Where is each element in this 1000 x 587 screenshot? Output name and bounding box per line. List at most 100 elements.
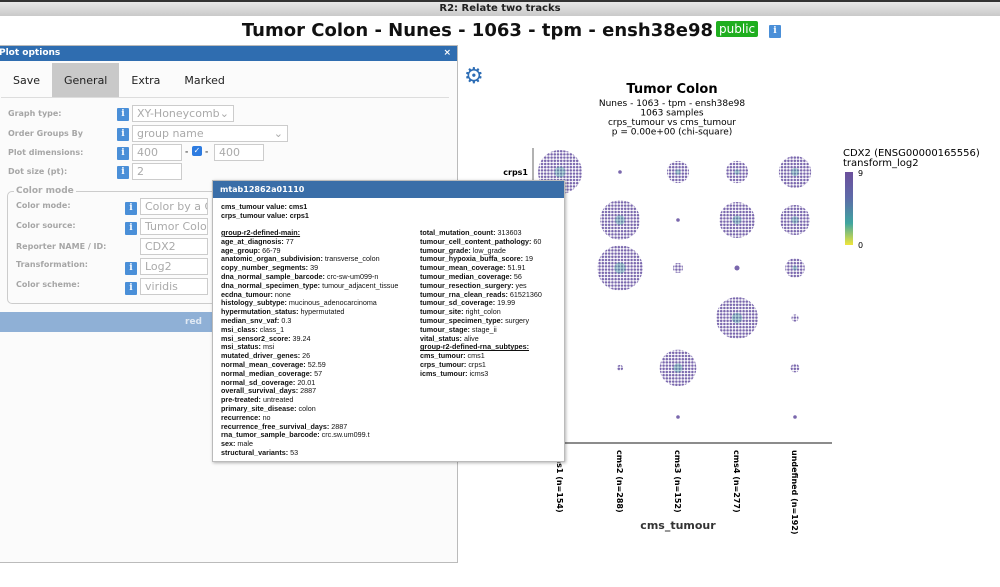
honeycomb-cell[interactable] [778,155,812,189]
y-tick-label: crps1 [503,168,528,177]
honeycomb-center [615,215,625,225]
field-key: copy_number_segments: [221,263,309,273]
honeycomb-center [675,169,681,175]
graph-type-select[interactable]: XY-Honeycomb ⌄ [132,105,234,122]
info-icon[interactable]: i [117,147,129,160]
chart-subtitle: crps_tumour vs cms_tumour [608,118,736,128]
transformation-select[interactable]: Log2 [140,258,208,275]
field-key: crps_tumour: [420,359,467,369]
info-icon[interactable]: i [125,282,137,295]
color-source-select[interactable]: Tumor Colon - [140,218,208,235]
tab-save[interactable]: Save [13,74,41,87]
tooltip-left-column: group-r2-defined-main: age_at_diagnosis: … [221,228,399,458]
tooltip-field: ecdna_tumour: none [221,290,398,300]
chart-title: Tumor Colon [626,82,717,97]
field-value: 61521360 [509,289,542,299]
tab-general[interactable]: General [52,63,120,97]
plot-height-input[interactable] [214,144,264,161]
field-key: tumour_sd_coverage: [420,298,496,308]
info-icon[interactable]: i [117,128,129,141]
field-key: tumour_grade: [420,245,471,255]
honeycomb-cell[interactable] [659,349,697,387]
plot-dimensions-label: Plot dimensions: [8,148,84,157]
honeycomb-cell[interactable] [666,160,690,184]
honeycomb-cell[interactable] [597,245,643,291]
info-icon[interactable]: i [117,166,129,179]
honeycomb-cell[interactable] [618,170,622,174]
field-key: tumour_site: [420,307,464,317]
field-value: 60 [533,236,542,246]
honeycomb-cell[interactable] [616,364,624,372]
reporter-input[interactable] [140,238,208,255]
field-value: 56 [513,271,522,281]
tooltip-field: tumour_cell_content_pathology: 60 [420,236,542,247]
dot-size-label: Dot size (pt): [8,167,68,176]
tooltip-field: recurrence: no [221,413,398,423]
field-value: crps1 [468,359,486,369]
honeycomb-cell[interactable] [790,363,800,373]
honeycomb-cell[interactable] [793,415,797,419]
color-scheme-select[interactable]: viridis [140,278,208,295]
tooltip-group-header: group-r2-defined-main: [221,228,301,237]
x-tick-label: cms3 (n=152) [673,450,682,513]
field-value: icms3 [469,368,489,378]
dialog-header[interactable]: Plot options × [0,46,457,61]
tooltip-field: structural_variants: 53 [221,448,398,458]
field-key: msi_class: [221,324,258,334]
tooltip-field: primary_site_disease: colon [221,404,398,414]
transformation-label: Transformation: [16,260,88,269]
colorbar [845,172,853,245]
tooltip-field: tumour_site: right_colon [420,307,542,317]
color-mode-select[interactable]: Color by a Gen [140,198,208,215]
field-value: 52.59 [307,359,326,369]
honeycomb-cell[interactable] [785,258,805,278]
honeycomb-cell[interactable] [734,265,740,271]
honeycomb-cell[interactable] [672,262,684,274]
honeycomb-center [790,167,800,177]
tooltip-field: pre-treated: untreated [221,395,398,405]
honeycomb-cell[interactable] [791,314,799,322]
tab-marked[interactable]: Marked [184,74,225,87]
field-value: stage_ii [471,324,497,334]
tooltip-field: recurrence_free_survival_days: 2887 [221,421,398,432]
field-value: 51.91 [507,263,526,273]
field-value: tumour_adjacent_tissue [322,280,399,290]
honeycomb-cell[interactable] [600,200,640,240]
honeycomb-cell[interactable] [676,218,680,222]
dialog-title: Plot options [0,48,61,58]
honeycomb-cell[interactable] [676,415,680,419]
tooltip-field: tumour_rna_clean_reads: 61521360 [420,289,542,300]
honeycomb-cell[interactable] [779,204,811,236]
public-badge: public [716,21,759,37]
close-icon[interactable]: × [443,48,451,58]
chart-subtitle: p = 0.00e+00 (chi-square) [612,128,733,138]
info-icon[interactable]: i [125,262,137,275]
honeycomb-chart: Tumor Colon Nunes - 1063 - tpm - ensh38e… [503,82,980,535]
honeycomb-cell[interactable] [715,296,759,340]
info-icon[interactable]: i [125,222,137,235]
color-mode-legend: Color mode [16,186,74,196]
field-key: median_snv_vaf: [221,315,280,325]
plot-width-input[interactable] [132,144,182,161]
gear-icon[interactable]: ⚙ [464,64,484,89]
field-key: icms_tumour: [420,368,468,378]
info-icon[interactable]: i [117,108,129,121]
field-key: recurrence_free_survival_days: [221,421,330,431]
dot-size-input[interactable] [132,163,182,180]
tooltip-field: tumour_specimen_type: surgery [420,316,542,326]
lock-aspect-checkbox[interactable]: ✓ [192,146,202,156]
order-groups-select[interactable]: group name ⌄ [132,125,288,142]
honeycomb-cell[interactable] [725,160,749,184]
honeycomb-cell[interactable] [719,202,755,238]
field-key: tumour_stage: [420,324,470,334]
info-icon[interactable]: i [769,25,781,38]
field-key: pre-treated: [221,395,261,405]
colorbar-min-label: 0 [858,241,863,250]
field-key: rna_tumor_sample_barcode: [221,430,320,440]
window-title-bar: R2: Relate two tracks [0,0,1000,16]
tooltip-field: normal_sd_coverage: 20.01 [221,378,398,388]
info-icon[interactable]: i [125,202,137,215]
field-key: dna_normal_specimen_type: [221,280,321,290]
x-tick-label: undefined (n=192) [790,450,799,535]
tab-extra[interactable]: Extra [131,74,161,87]
